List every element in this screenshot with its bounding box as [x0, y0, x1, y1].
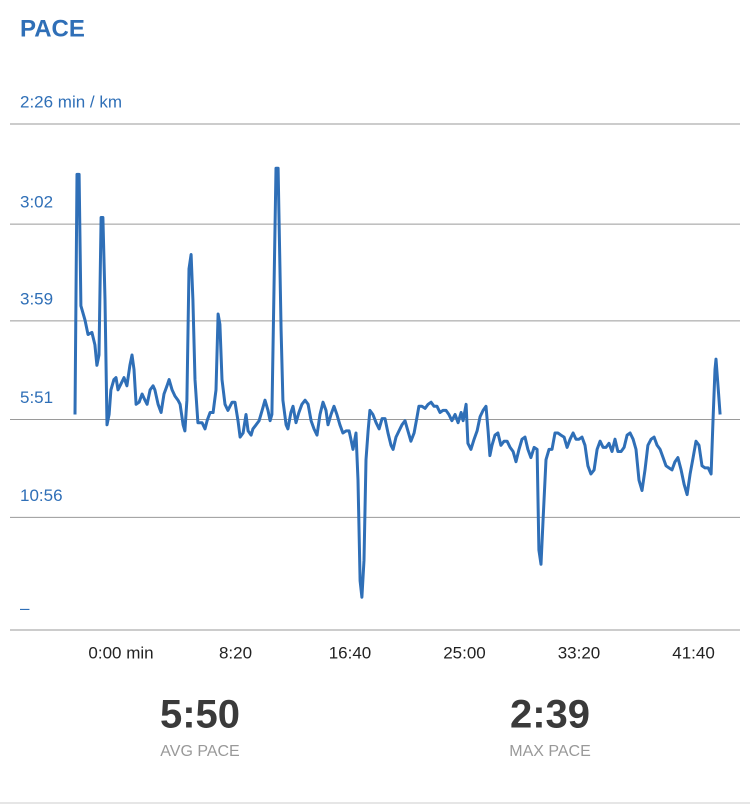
x-tick-label: 8:20	[219, 643, 252, 662]
y-tick-label: 3:59	[20, 289, 53, 308]
y-tick-label: 5:51	[20, 388, 53, 407]
y-tick-label: 3:02	[20, 193, 53, 212]
chart-title: PACE	[20, 15, 85, 42]
x-tick-label: 0:00 min	[88, 643, 153, 662]
stat-value: 5:50	[160, 693, 240, 737]
x-tick-label: 41:40	[672, 643, 715, 662]
y-tick-label: 2:26 min / km	[20, 92, 122, 111]
x-tick-label: 33:20	[558, 643, 601, 662]
y-tick-label: 10:56	[20, 486, 63, 505]
x-tick-label: 16:40	[329, 643, 372, 662]
pace-line	[73, 166, 722, 599]
y-tick-label: –	[20, 598, 30, 617]
stat-label: AVG PACE	[160, 743, 239, 760]
stat-label: MAX PACE	[509, 743, 591, 760]
stat-value: 2:39	[510, 693, 590, 737]
x-tick-label: 25:00	[443, 643, 486, 662]
